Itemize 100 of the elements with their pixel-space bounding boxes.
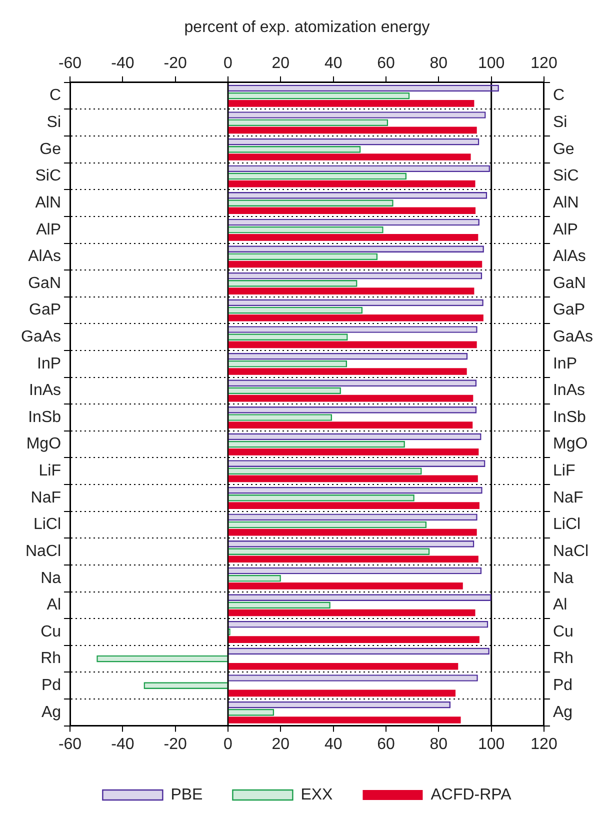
- category-label: Pd: [552, 676, 573, 694]
- category-label: AlN: [552, 194, 579, 212]
- category-label: SiC: [552, 168, 579, 185]
- bar: [228, 468, 422, 475]
- bar: [228, 556, 478, 563]
- x-tick-label: 120: [530, 736, 558, 753]
- bar: [228, 602, 330, 609]
- bar: [228, 674, 478, 682]
- bar: [228, 280, 358, 287]
- bar: [228, 192, 488, 199]
- x2-tick-label: -40: [111, 55, 134, 72]
- bar: [228, 662, 458, 670]
- bar: [228, 226, 384, 234]
- bar: [228, 146, 361, 153]
- bar: [228, 180, 476, 188]
- y-tick-label: Pd: [41, 676, 62, 694]
- y-tick-label: InAs: [29, 382, 62, 400]
- bar: [228, 440, 405, 448]
- bar: [228, 433, 482, 440]
- x-tick-label: 60: [377, 736, 395, 753]
- x-tick-label: -40: [111, 736, 134, 753]
- y-tick-label: Ge: [40, 140, 62, 158]
- bar: [228, 701, 451, 708]
- category-label: Cu: [552, 623, 574, 640]
- bar: [228, 528, 477, 536]
- bar: [228, 609, 476, 616]
- bar: [228, 341, 477, 348]
- bar: [228, 548, 430, 555]
- y-tick-label: Rh: [40, 650, 62, 668]
- bar: [228, 521, 427, 528]
- category-label: GaP: [552, 302, 585, 319]
- y-tick-label: C: [49, 87, 62, 104]
- x2-tick-label: 120: [530, 55, 558, 72]
- x2-tick-label: -60: [58, 55, 82, 72]
- bar: [228, 380, 477, 387]
- y-tick-label: SiC: [35, 168, 62, 185]
- category-label: InP: [552, 355, 577, 372]
- bar: [228, 84, 499, 92]
- category-label: Al: [552, 596, 568, 614]
- x-tick-label: -20: [164, 736, 188, 753]
- category-label: Si: [552, 114, 568, 132]
- bar: [228, 246, 484, 252]
- legend-label: PBE: [170, 786, 203, 804]
- y-tick-label: LiCl: [33, 516, 62, 534]
- bar: [228, 422, 473, 429]
- x-tick-label: 80: [430, 736, 448, 753]
- legend-label: ACFD-RPA: [430, 786, 512, 804]
- y-tick-label: MgO: [26, 436, 62, 453]
- y-tick-label: Na: [40, 570, 62, 587]
- category-label: LiF: [552, 462, 576, 480]
- bar: [228, 620, 488, 628]
- bar: [228, 334, 348, 340]
- y-tick-label: Cu: [40, 623, 62, 640]
- category-label: MgO: [552, 436, 588, 453]
- category-label: Na: [552, 570, 574, 587]
- bar: [228, 414, 332, 421]
- bar: [228, 486, 482, 494]
- bar: [228, 460, 486, 467]
- x2-tick-label: 80: [430, 55, 448, 72]
- bar: [228, 716, 461, 724]
- x2-tick-label: 100: [478, 55, 505, 72]
- category-label: AlAs: [552, 248, 586, 266]
- bar: [228, 253, 378, 260]
- bar: [228, 126, 477, 134]
- bar: [228, 112, 486, 118]
- bar: [228, 514, 478, 521]
- legend-label: EXX: [300, 786, 334, 804]
- y-tick-label: GaP: [29, 302, 62, 319]
- category-label: GaAs: [552, 328, 593, 346]
- bar: [228, 326, 478, 333]
- bar: [228, 154, 471, 160]
- y-tick-label: LiF: [38, 462, 62, 480]
- bar: [228, 448, 479, 456]
- bar: [228, 165, 490, 172]
- category-label: GaN: [552, 274, 586, 292]
- category-label: NaCl: [552, 542, 589, 560]
- bar: [228, 100, 474, 107]
- bar: [228, 594, 492, 601]
- category-label: Ag: [552, 704, 573, 721]
- category-label: LiCl: [552, 516, 581, 534]
- bar: [228, 218, 480, 226]
- y-tick-label: GaAs: [21, 328, 62, 346]
- category-label: AlP: [552, 221, 578, 238]
- category-label: InSb: [552, 408, 586, 426]
- category-label: C: [552, 87, 565, 104]
- y-tick-label: Ag: [41, 704, 62, 721]
- x-tick-label: -60: [58, 736, 82, 753]
- category-label: Rh: [552, 650, 574, 668]
- bar: [228, 207, 476, 214]
- x2-tick-label: 0: [224, 55, 233, 72]
- y-tick-label: NaF: [30, 489, 62, 506]
- bar: [228, 314, 484, 322]
- category-label: Ge: [552, 140, 574, 158]
- bar: [228, 406, 477, 414]
- y-tick-label: AlAs: [28, 248, 62, 266]
- category-label: InAs: [552, 382, 585, 400]
- bar: [228, 636, 480, 643]
- bar: [228, 360, 348, 368]
- bar: [228, 92, 410, 100]
- bar: [228, 272, 482, 280]
